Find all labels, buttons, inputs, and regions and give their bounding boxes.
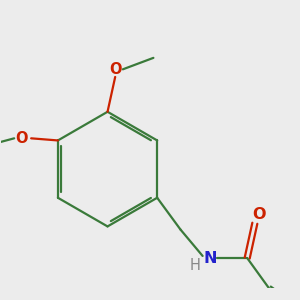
Text: O: O <box>16 131 28 146</box>
Text: N: N <box>203 250 217 266</box>
Text: O: O <box>109 62 122 77</box>
Text: H: H <box>190 258 200 273</box>
Text: O: O <box>252 207 266 222</box>
